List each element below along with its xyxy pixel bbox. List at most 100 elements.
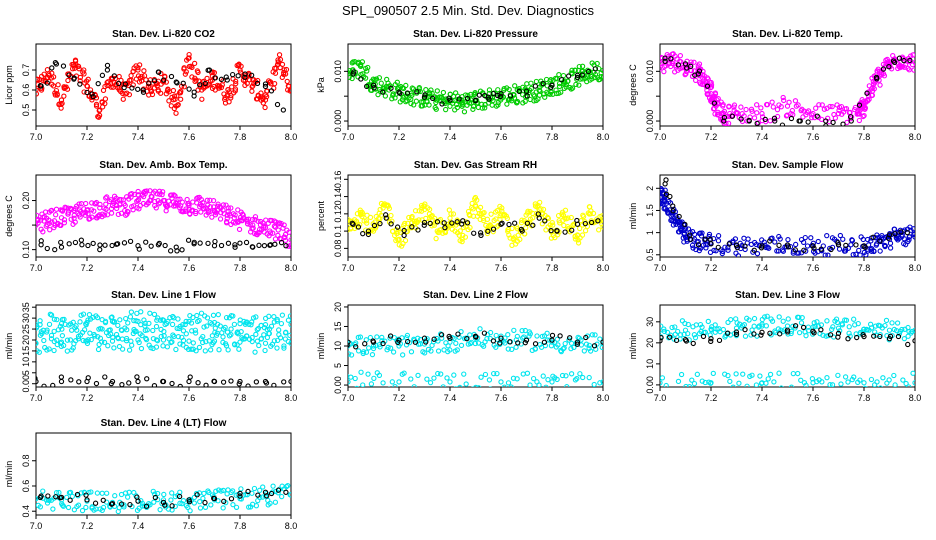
data-point — [880, 375, 886, 381]
data-point — [276, 327, 282, 333]
y-tick-label: 0.16 — [333, 171, 343, 189]
data-point — [856, 110, 862, 117]
data-point — [348, 351, 352, 357]
data-point — [85, 76, 91, 82]
reference-point — [45, 493, 51, 499]
data-point — [397, 229, 403, 236]
reference-point — [174, 80, 180, 86]
data-point — [198, 196, 205, 203]
data-point — [799, 315, 805, 321]
data-point — [583, 341, 590, 347]
data-point — [699, 230, 705, 236]
data-point — [219, 330, 225, 336]
data-point — [224, 93, 230, 99]
data-point — [874, 379, 880, 385]
reference-point — [388, 85, 394, 91]
x-tick-label: 7.2 — [705, 132, 718, 142]
reference-point — [38, 83, 44, 89]
data-points — [348, 194, 603, 249]
data-point — [568, 214, 574, 221]
reference-point — [490, 338, 497, 344]
data-point — [586, 342, 592, 349]
reference-point — [456, 96, 462, 102]
data-point — [151, 311, 158, 318]
data-point — [239, 217, 245, 224]
data-point — [246, 504, 252, 510]
data-point — [364, 220, 370, 226]
y-tick-label: 0.00 — [645, 376, 655, 394]
data-point — [576, 63, 582, 70]
reference-point — [670, 203, 676, 209]
data-point — [97, 201, 103, 208]
data-point — [569, 67, 575, 73]
data-point — [486, 87, 493, 93]
reference-point — [122, 81, 128, 87]
data-point — [597, 336, 603, 342]
reference-point — [886, 335, 893, 342]
x-tick-label: 7.8 — [234, 132, 247, 142]
data-point — [160, 197, 167, 204]
data-point — [279, 312, 286, 318]
data-point — [521, 334, 527, 340]
data-point — [160, 189, 166, 195]
x-tick-label: 7.8 — [858, 132, 871, 142]
reference-point — [754, 120, 760, 126]
data-point — [213, 332, 220, 338]
data-point — [173, 103, 179, 109]
data-point — [142, 327, 148, 334]
data-point — [398, 243, 405, 249]
data-point — [423, 87, 429, 93]
reference-point — [532, 341, 539, 347]
data-point — [362, 75, 369, 81]
reference-point — [676, 213, 682, 220]
data-point — [44, 327, 50, 333]
data-point — [402, 220, 408, 227]
reference-point — [472, 97, 479, 103]
data-point — [424, 219, 430, 225]
data-point — [85, 317, 91, 323]
y-tick-label: 5 — [333, 363, 343, 368]
data-point — [482, 371, 489, 378]
data-point — [373, 76, 380, 82]
data-point — [61, 93, 67, 99]
reference-point — [235, 73, 241, 79]
data-point — [408, 349, 415, 355]
data-point — [194, 195, 200, 202]
data-point — [544, 330, 550, 336]
data-point — [193, 210, 199, 217]
data-point — [140, 200, 147, 207]
reference-point — [350, 221, 356, 227]
data-point — [761, 239, 767, 245]
data-point — [84, 207, 90, 214]
data-point — [865, 242, 872, 248]
reference-point — [248, 72, 255, 78]
data-point — [71, 507, 78, 513]
reference-point — [254, 80, 261, 87]
data-point — [282, 336, 289, 342]
y-tick-label: 0.7 — [21, 64, 31, 77]
data-point — [186, 55, 192, 61]
reference-point — [524, 93, 530, 99]
data-point — [456, 334, 462, 340]
reference-point — [682, 221, 688, 228]
data-point — [84, 338, 90, 344]
data-point — [435, 370, 441, 377]
data-point — [206, 489, 212, 496]
data-point — [751, 323, 757, 329]
data-point — [568, 340, 575, 346]
data-point — [68, 216, 74, 222]
data-point — [84, 319, 90, 326]
data-point — [183, 206, 189, 212]
data-point — [743, 106, 749, 113]
reference-point — [562, 229, 568, 235]
x-tick-label: 7.2 — [81, 132, 94, 142]
data-point — [803, 333, 809, 339]
data-point — [861, 112, 867, 119]
reference-point — [383, 212, 389, 218]
data-point — [79, 507, 86, 514]
reference-point — [58, 239, 64, 246]
y-axis-label: degrees C — [4, 195, 14, 237]
x-tick-label: 7.8 — [546, 393, 559, 403]
data-point — [355, 334, 361, 341]
